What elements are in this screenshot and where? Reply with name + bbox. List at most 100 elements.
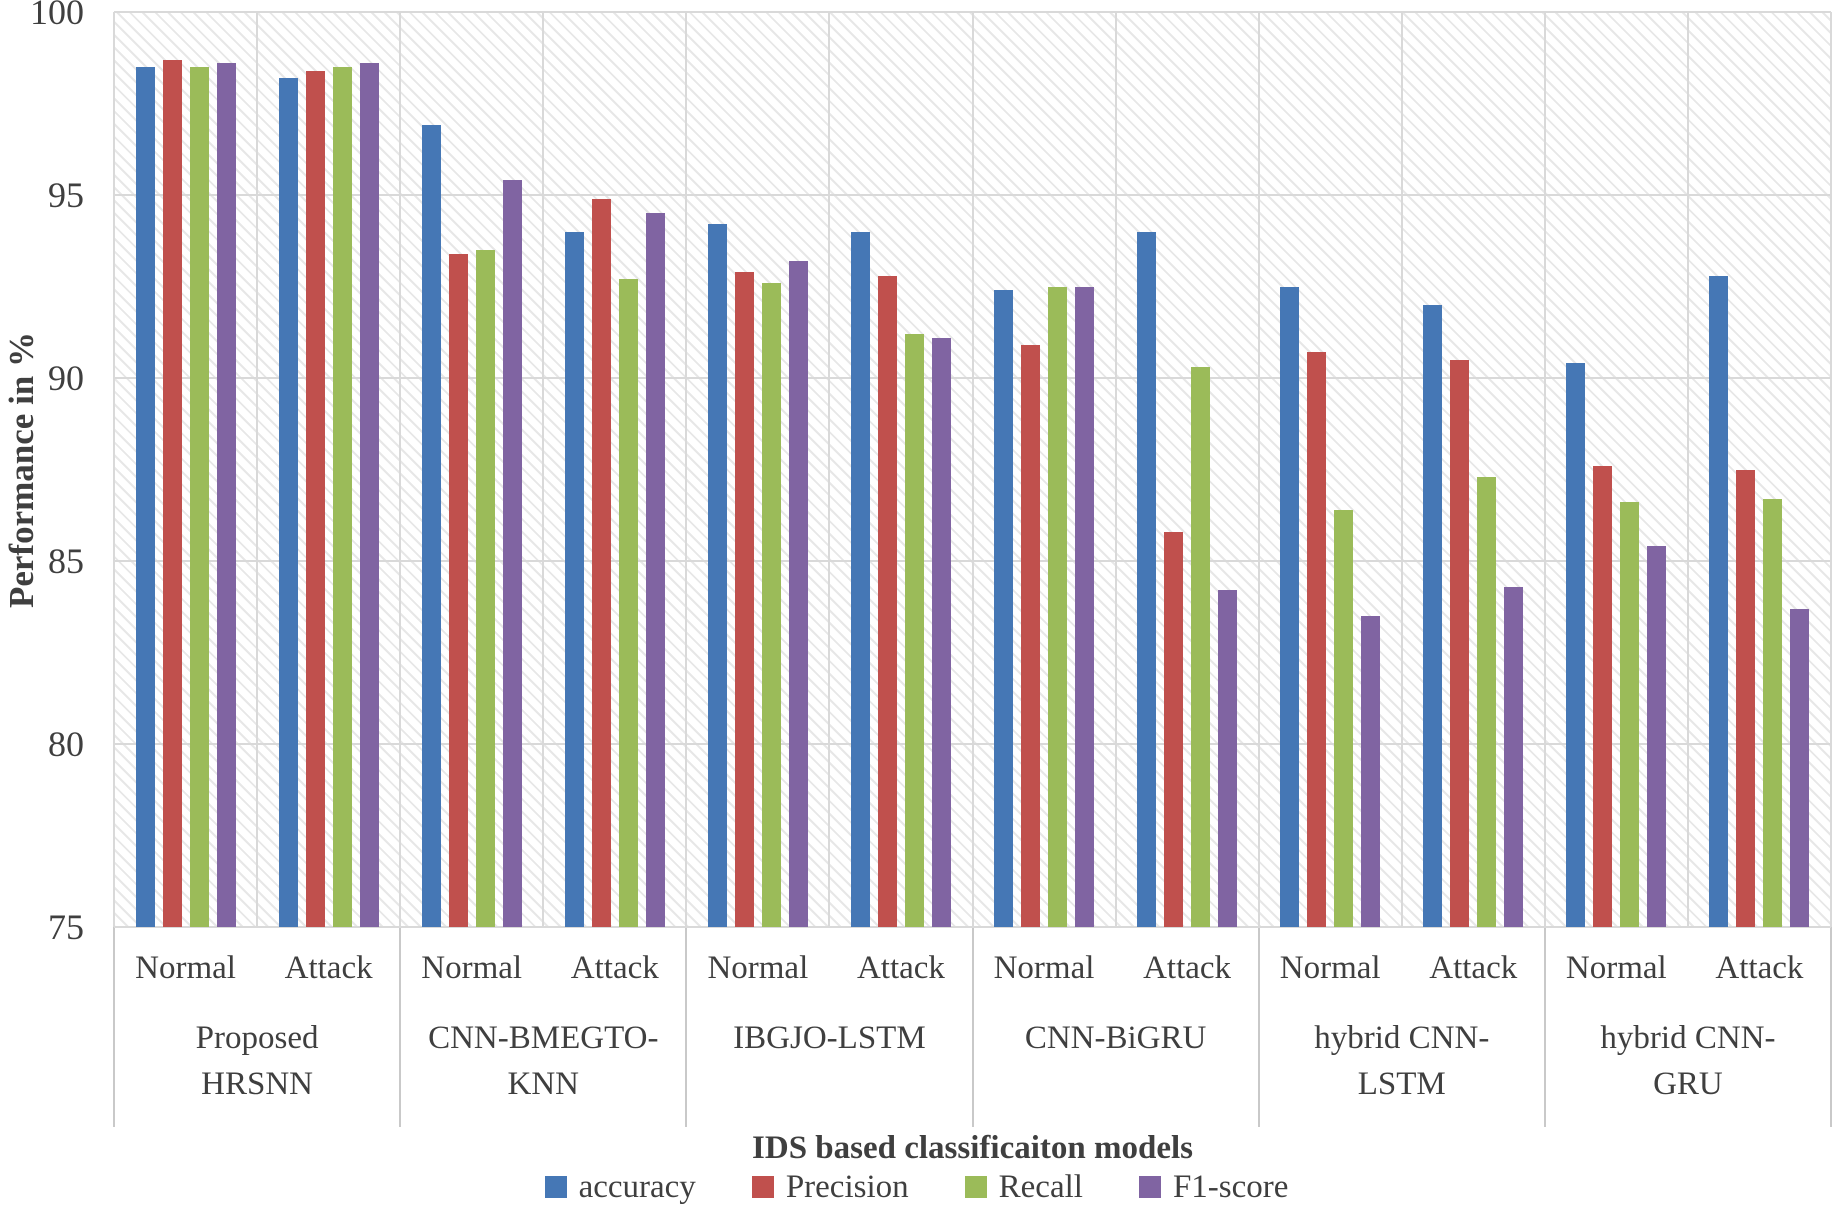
bar-precision (1164, 531, 1184, 927)
bar-accuracy (707, 224, 727, 927)
v-gridline (542, 12, 545, 927)
bar-precision (448, 253, 468, 927)
v-gridline (1543, 12, 1546, 927)
v-gridline (1257, 12, 1260, 927)
bar-column (973, 12, 1116, 927)
group-label: hybrid CNN- GRU (1600, 1020, 1776, 1102)
bar-f1-score (1790, 608, 1810, 927)
h-gridline (114, 926, 1831, 928)
group-separator (1257, 927, 1260, 1127)
bar-recall (1763, 498, 1783, 927)
category-label: Normal (707, 949, 809, 986)
v-gridline (971, 12, 974, 927)
legend-item-f1-score: F1-score (1138, 1168, 1289, 1206)
category-label: Normal (1565, 949, 1667, 986)
legend-item-precision: Precision (751, 1168, 909, 1206)
y-tick-label: 100 (30, 0, 84, 32)
bar-recall (189, 66, 209, 927)
x-axis-title: IDS based classificaiton models (752, 1130, 1193, 1166)
bar-recall (475, 249, 495, 927)
group-label: hybrid CNN- LSTM (1314, 1020, 1490, 1102)
group-separator (971, 927, 974, 1127)
bar-recall (332, 66, 352, 927)
bar-accuracy (135, 66, 155, 927)
category-label: Attack (1715, 949, 1804, 986)
bar-precision (1736, 469, 1756, 927)
bar-f1-score (1361, 615, 1381, 927)
v-gridline (1400, 12, 1403, 927)
group-separator (113, 927, 115, 1127)
category-label: Normal (993, 949, 1095, 986)
category-label: Attack (1429, 949, 1518, 986)
group-label: CNN-BiGRU (1024, 1020, 1207, 1056)
x-axis-labels: Normal Attack Normal Attack Normal Attack Norm… (113, 927, 1832, 1127)
y-tick-label: 80 (48, 724, 84, 764)
group-separator (1830, 927, 1832, 1127)
bar-column (257, 12, 400, 927)
legend: accuracy Precision Recall F1-score (0, 1166, 1833, 1208)
legend-label: accuracy (578, 1168, 696, 1205)
bar-accuracy (1423, 304, 1443, 927)
v-gridline (828, 12, 831, 927)
accuracy-swatch-icon (544, 1176, 567, 1198)
bar-f1-score (216, 63, 236, 927)
bar-recall (1620, 502, 1640, 927)
bar-accuracy (850, 231, 870, 927)
bar-recall (1191, 367, 1211, 927)
group-separator (399, 927, 402, 1127)
y-tick-label: 75 (48, 907, 84, 947)
bar-precision (1307, 352, 1327, 927)
bar-recall (1048, 286, 1068, 927)
category-label: Normal (1279, 949, 1381, 986)
bar-precision (1593, 465, 1613, 927)
group-separator (1543, 927, 1546, 1127)
category-label: Attack (1143, 949, 1232, 986)
bar-column (400, 12, 543, 927)
bar-column (1259, 12, 1402, 927)
category-label: Normal (421, 949, 523, 986)
f1-score-swatch-icon (1138, 1176, 1161, 1198)
v-gridline (256, 12, 259, 927)
bar-precision (591, 198, 611, 927)
legend-label: F1-score (1172, 1168, 1289, 1205)
category-label: Attack (284, 949, 373, 986)
bar-accuracy (1709, 275, 1729, 927)
legend-item-recall: Recall (964, 1168, 1083, 1206)
y-tick-label: 95 (48, 175, 84, 215)
bar-column (1688, 12, 1831, 927)
bar-column (1402, 12, 1545, 927)
bar-accuracy (1137, 231, 1157, 927)
legend-label: Precision (785, 1168, 909, 1205)
category-label: Normal (135, 949, 236, 986)
legend-label: Recall (998, 1168, 1083, 1205)
y-tick-label: 85 (48, 541, 84, 581)
plot-area (113, 11, 1832, 928)
category-label: Attack (570, 949, 659, 986)
bar-precision (734, 271, 754, 927)
bar-f1-score (502, 180, 522, 927)
bar-column (1116, 12, 1259, 927)
bar-accuracy (1280, 286, 1300, 927)
group-label: IBGJO-LSTM (733, 1020, 926, 1056)
y-tick-label: 90 (48, 358, 84, 398)
category-label: Attack (856, 949, 945, 986)
v-gridline (1830, 12, 1832, 927)
bar-column (1545, 12, 1688, 927)
bar-precision (877, 275, 897, 927)
recall-swatch-icon (964, 1176, 987, 1198)
bar-recall (618, 279, 638, 927)
bar-column (543, 12, 686, 927)
group-row: Proposed HRSNN CNN-BMEGTO- KNN IBGJO-LSTM C… (114, 1009, 1831, 1127)
bar-f1-score (359, 63, 379, 927)
bar-precision (1450, 359, 1470, 927)
bar-precision (162, 59, 182, 927)
v-gridline (1686, 12, 1689, 927)
legend-item-accuracy: accuracy (544, 1168, 696, 1206)
bar-accuracy (564, 231, 584, 927)
bar-f1-score (788, 260, 808, 927)
bar-recall (1334, 509, 1354, 927)
bar-accuracy (1566, 363, 1586, 927)
bar-f1-score (1218, 590, 1238, 927)
group-separator (685, 927, 688, 1127)
